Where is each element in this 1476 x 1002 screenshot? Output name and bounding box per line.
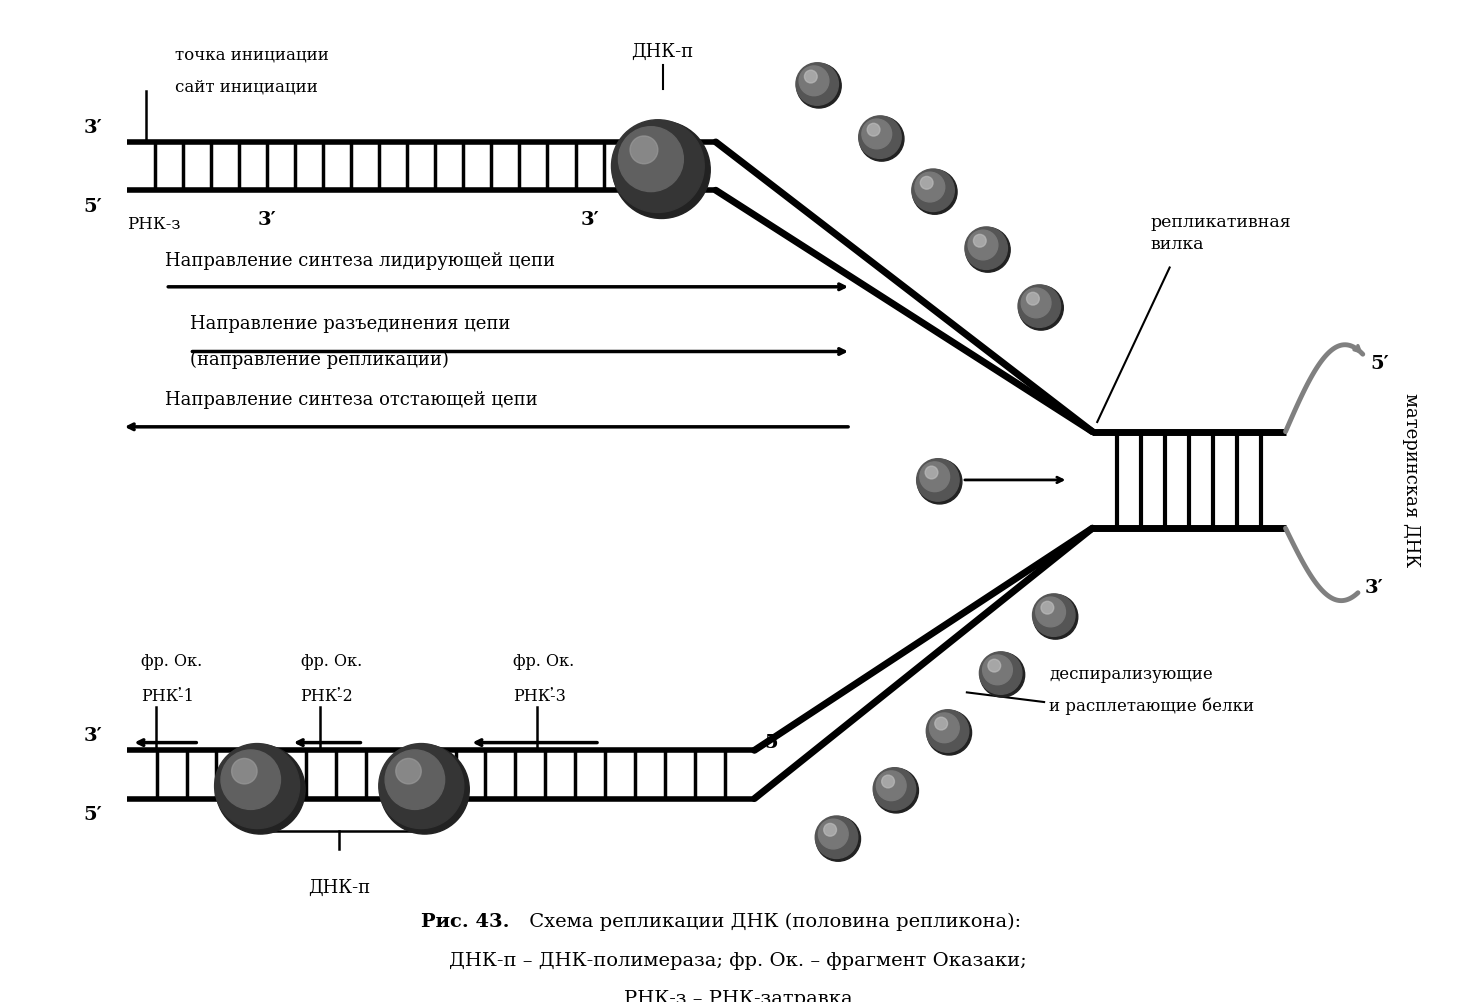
Circle shape (613, 121, 710, 218)
Circle shape (921, 176, 933, 189)
Text: репликативная
вилка: репликативная вилка (1150, 214, 1292, 254)
Circle shape (920, 462, 949, 492)
Circle shape (385, 749, 444, 810)
Text: фр. Ок.: фр. Ок. (514, 653, 574, 670)
Circle shape (927, 710, 971, 756)
Text: деспирализующие: деспирализующие (1049, 665, 1213, 682)
Circle shape (1036, 597, 1066, 627)
Circle shape (818, 820, 849, 849)
Text: (направление репликации): (направление репликации) (189, 351, 449, 369)
Circle shape (221, 749, 280, 810)
Text: материнская ДНК: материнская ДНК (1402, 393, 1420, 567)
Circle shape (965, 227, 1010, 273)
Text: 3′: 3′ (84, 727, 102, 745)
Circle shape (927, 709, 968, 753)
Circle shape (215, 744, 306, 834)
Circle shape (983, 655, 1013, 684)
Text: РНК-з: РНК-з (127, 215, 180, 232)
Circle shape (877, 771, 906, 801)
Circle shape (379, 743, 463, 829)
Circle shape (611, 120, 704, 212)
Circle shape (934, 717, 948, 729)
Circle shape (912, 169, 956, 214)
Circle shape (1018, 286, 1063, 330)
Circle shape (618, 126, 683, 191)
Text: 3′: 3′ (257, 211, 276, 229)
Circle shape (1018, 285, 1061, 328)
Circle shape (917, 459, 962, 504)
Circle shape (232, 759, 257, 784)
Text: 5′: 5′ (765, 733, 782, 752)
Circle shape (881, 776, 894, 788)
Circle shape (796, 63, 838, 105)
Circle shape (799, 66, 830, 96)
Circle shape (874, 768, 915, 811)
Circle shape (987, 659, 1001, 672)
Text: РНК-̓2: РНК-̓2 (301, 688, 353, 705)
Circle shape (1033, 594, 1077, 639)
Circle shape (214, 743, 300, 829)
Circle shape (379, 744, 469, 834)
Circle shape (974, 234, 986, 247)
Text: ДНК-п – ДНК-полимераза; фр. Ок. – фрагмент Оказаки;: ДНК-п – ДНК-полимераза; фр. Ок. – фрагме… (449, 952, 1027, 970)
Text: сайт инициации: сайт инициации (176, 78, 317, 95)
Text: 3′: 3′ (582, 211, 599, 229)
Circle shape (912, 169, 955, 211)
Text: ДНК-п: ДНК-п (308, 880, 370, 898)
Text: 5′: 5′ (84, 198, 102, 216)
Circle shape (824, 824, 837, 836)
Text: и расплетающие белки: и расплетающие белки (1049, 697, 1255, 714)
Text: Направление разъединения цепи: Направление разъединения цепи (189, 316, 509, 333)
Circle shape (630, 136, 658, 163)
Circle shape (859, 116, 902, 158)
Text: Схема репликации ДНК (половина репликона):: Схема репликации ДНК (половина репликона… (523, 913, 1021, 931)
Text: Рис. 43.: Рис. 43. (421, 913, 509, 931)
Circle shape (862, 119, 892, 149)
Text: 3′: 3′ (84, 119, 102, 137)
Text: РНК-з – РНК-затравка: РНК-з – РНК-затравка (624, 990, 852, 1002)
Text: ДНК-п: ДНК-п (632, 43, 694, 61)
Text: точка инициации: точка инициации (176, 46, 329, 63)
Circle shape (980, 652, 1024, 697)
Circle shape (917, 459, 959, 501)
Circle shape (925, 466, 937, 479)
Circle shape (1021, 288, 1051, 318)
Circle shape (797, 63, 841, 108)
Text: 3′: 3′ (1365, 579, 1383, 597)
Circle shape (965, 226, 1008, 270)
Circle shape (930, 713, 959, 742)
Text: РНК-̓3: РНК-̓3 (514, 688, 565, 705)
Circle shape (396, 759, 421, 784)
Circle shape (859, 116, 903, 161)
Circle shape (816, 817, 861, 862)
Text: РНК-̓1: РНК-̓1 (142, 688, 195, 705)
Text: Направление синтеза лидирующей цепи: Направление синтеза лидирующей цепи (165, 253, 555, 271)
Circle shape (915, 172, 945, 202)
Text: 5′: 5′ (84, 807, 102, 825)
Circle shape (1026, 293, 1039, 305)
Circle shape (804, 70, 818, 83)
Circle shape (980, 652, 1021, 694)
Circle shape (874, 769, 918, 813)
Text: 5′: 5′ (1371, 355, 1389, 373)
Circle shape (1033, 594, 1075, 636)
Circle shape (868, 123, 880, 136)
Circle shape (968, 230, 998, 260)
Circle shape (815, 816, 858, 859)
Text: фр. Ок.: фр. Ок. (142, 653, 202, 670)
Text: Направление синтеза отстающей цепи: Направление синтеза отстающей цепи (165, 392, 537, 410)
Circle shape (1041, 601, 1054, 614)
Text: фр. Ок.: фр. Ок. (301, 653, 362, 670)
